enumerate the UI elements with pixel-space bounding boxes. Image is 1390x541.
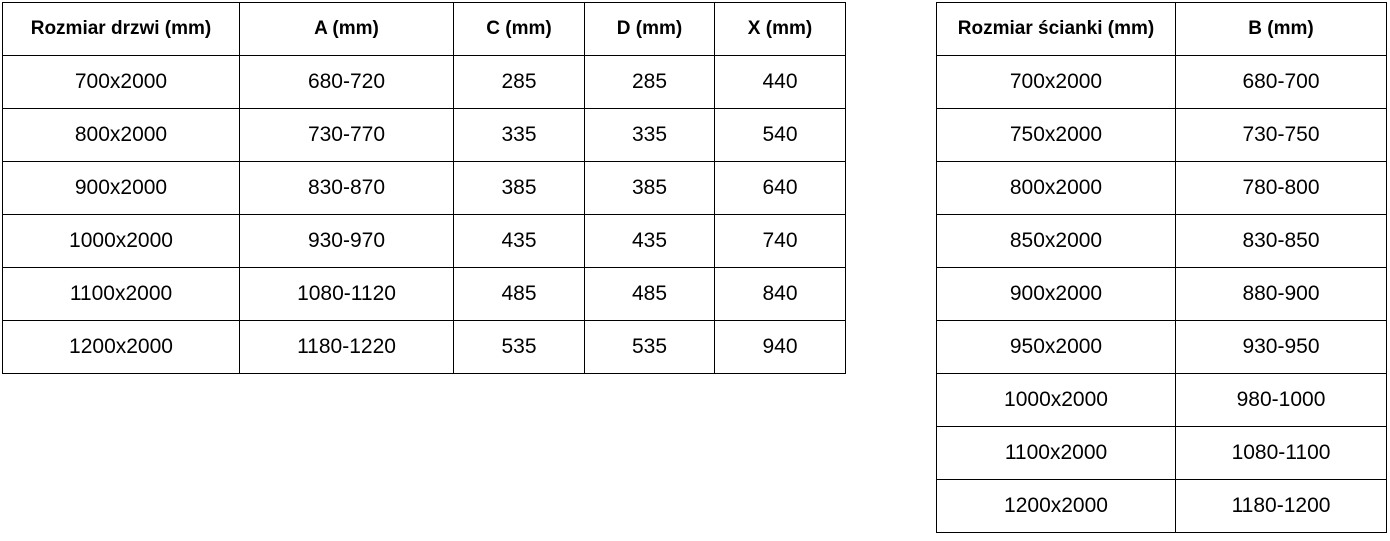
wall-table-header: Rozmiar ścianki (mm) B (mm) bbox=[936, 2, 1387, 56]
table-row: 900x2000 880-900 bbox=[936, 267, 1387, 321]
cell-wall-size: 900x2000 bbox=[936, 267, 1176, 321]
cell-b: 880-900 bbox=[1175, 267, 1387, 321]
cell-c: 435 bbox=[453, 214, 585, 268]
table-row: 1100x2000 1080-1120 485 485 840 bbox=[2, 267, 846, 321]
column-header-x: X (mm) bbox=[714, 2, 846, 56]
wall-table-body: 700x2000 680-700 750x2000 730-750 800x20… bbox=[936, 55, 1387, 533]
table-row: 900x2000 830-870 385 385 640 bbox=[2, 161, 846, 215]
column-header-wall-size: Rozmiar ścianki (mm) bbox=[936, 2, 1176, 56]
cell-door-size: 1100x2000 bbox=[2, 267, 240, 321]
table-header-row: Rozmiar drzwi (mm) A (mm) C (mm) D (mm) … bbox=[2, 2, 846, 56]
cell-c: 335 bbox=[453, 108, 585, 162]
doors-table-header: Rozmiar drzwi (mm) A (mm) C (mm) D (mm) … bbox=[2, 2, 846, 56]
cell-wall-size: 850x2000 bbox=[936, 214, 1176, 268]
table-row: 700x2000 680-700 bbox=[936, 55, 1387, 109]
cell-x: 840 bbox=[714, 267, 846, 321]
cell-a: 730-770 bbox=[239, 108, 454, 162]
cell-b: 980-1000 bbox=[1175, 373, 1387, 427]
table-row: 800x2000 730-770 335 335 540 bbox=[2, 108, 846, 162]
cell-x: 640 bbox=[714, 161, 846, 215]
cell-d: 285 bbox=[584, 55, 715, 109]
cell-c: 285 bbox=[453, 55, 585, 109]
cell-x: 440 bbox=[714, 55, 846, 109]
table-row: 950x2000 930-950 bbox=[936, 320, 1387, 374]
cell-wall-size: 800x2000 bbox=[936, 161, 1176, 215]
cell-c: 485 bbox=[453, 267, 585, 321]
doors-table-body: 700x2000 680-720 285 285 440 800x2000 73… bbox=[2, 55, 846, 374]
table-row: 1200x2000 1180-1200 bbox=[936, 479, 1387, 533]
cell-c: 535 bbox=[453, 320, 585, 374]
column-header-c: C (mm) bbox=[453, 2, 585, 56]
cell-c: 385 bbox=[453, 161, 585, 215]
column-header-d: D (mm) bbox=[584, 2, 715, 56]
cell-d: 335 bbox=[584, 108, 715, 162]
table-row: 1100x2000 1080-1100 bbox=[936, 426, 1387, 480]
cell-x: 940 bbox=[714, 320, 846, 374]
cell-d: 485 bbox=[584, 267, 715, 321]
table-row: 1000x2000 980-1000 bbox=[936, 373, 1387, 427]
column-header-b: B (mm) bbox=[1175, 2, 1387, 56]
column-header-a: A (mm) bbox=[239, 2, 454, 56]
cell-b: 780-800 bbox=[1175, 161, 1387, 215]
cell-door-size: 800x2000 bbox=[2, 108, 240, 162]
cell-wall-size: 700x2000 bbox=[936, 55, 1176, 109]
table-row: 1200x2000 1180-1220 535 535 940 bbox=[2, 320, 846, 374]
doors-size-table: Rozmiar drzwi (mm) A (mm) C (mm) D (mm) … bbox=[2, 2, 846, 374]
cell-b: 730-750 bbox=[1175, 108, 1387, 162]
cell-x: 740 bbox=[714, 214, 846, 268]
table-row: 1000x2000 930-970 435 435 740 bbox=[2, 214, 846, 268]
column-header-door-size: Rozmiar drzwi (mm) bbox=[2, 2, 240, 56]
cell-d: 385 bbox=[584, 161, 715, 215]
cell-door-size: 1200x2000 bbox=[2, 320, 240, 374]
cell-d: 435 bbox=[584, 214, 715, 268]
cell-door-size: 1000x2000 bbox=[2, 214, 240, 268]
table-header-row: Rozmiar ścianki (mm) B (mm) bbox=[936, 2, 1387, 56]
cell-b: 680-700 bbox=[1175, 55, 1387, 109]
table-row: 850x2000 830-850 bbox=[936, 214, 1387, 268]
cell-wall-size: 1200x2000 bbox=[936, 479, 1176, 533]
cell-a: 680-720 bbox=[239, 55, 454, 109]
cell-b: 830-850 bbox=[1175, 214, 1387, 268]
cell-a: 930-970 bbox=[239, 214, 454, 268]
cell-b: 1080-1100 bbox=[1175, 426, 1387, 480]
table-row: 800x2000 780-800 bbox=[936, 161, 1387, 215]
table-row: 700x2000 680-720 285 285 440 bbox=[2, 55, 846, 109]
wall-panel-size-table: Rozmiar ścianki (mm) B (mm) 700x2000 680… bbox=[936, 2, 1387, 533]
cell-door-size: 700x2000 bbox=[2, 55, 240, 109]
cell-a: 830-870 bbox=[239, 161, 454, 215]
cell-door-size: 900x2000 bbox=[2, 161, 240, 215]
cell-a: 1080-1120 bbox=[239, 267, 454, 321]
cell-a: 1180-1220 bbox=[239, 320, 454, 374]
cell-b: 930-950 bbox=[1175, 320, 1387, 374]
cell-wall-size: 1100x2000 bbox=[936, 426, 1176, 480]
cell-d: 535 bbox=[584, 320, 715, 374]
cell-wall-size: 950x2000 bbox=[936, 320, 1176, 374]
table-row: 750x2000 730-750 bbox=[936, 108, 1387, 162]
cell-wall-size: 1000x2000 bbox=[936, 373, 1176, 427]
cell-x: 540 bbox=[714, 108, 846, 162]
cell-wall-size: 750x2000 bbox=[936, 108, 1176, 162]
cell-b: 1180-1200 bbox=[1175, 479, 1387, 533]
